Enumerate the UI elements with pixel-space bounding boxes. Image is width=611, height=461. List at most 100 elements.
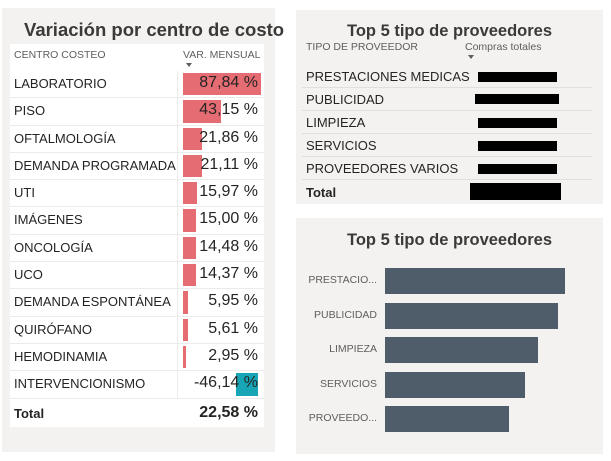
cost-center-table: CENTRO COSTEO VAR. MENSUAL LABORATORIO 87…	[10, 44, 264, 427]
table-header: TIPO DE PROVEEDOR Compras totales	[302, 37, 592, 65]
data-bar	[183, 100, 222, 123]
chart-bar[interactable]	[385, 371, 526, 398]
column-divider	[177, 316, 178, 343]
total-value: 22,58 %	[199, 403, 258, 421]
supplier-table-title: Top 5 tipo de proveedores	[346, 22, 553, 40]
table-row[interactable]: LIMPIEZA	[302, 111, 592, 134]
total-label: Total	[306, 185, 337, 200]
supplier-table-panel: Top 5 tipo de proveedores TIPO DE PROVEE…	[296, 10, 603, 204]
table-row[interactable]: PUBLICIDAD	[302, 88, 592, 111]
table-header: CENTRO COSTEO VAR. MENSUAL	[10, 44, 264, 71]
cost-center-title: Variación por centro de costo	[24, 19, 285, 40]
row-label: LIMPIEZA	[306, 115, 366, 130]
row-label: OFTALMOLOGÍA	[14, 130, 116, 146]
table-total-row: Total	[302, 180, 592, 204]
row-label: UTI	[14, 185, 35, 201]
table-row[interactable]: INTERVENCIONISMO -46,14 %	[10, 371, 264, 399]
column-header-variacion[interactable]: VAR. MENSUAL	[183, 49, 261, 61]
row-label: LABORATORIO	[14, 76, 107, 91]
table-row[interactable]: UTI 15,97 %	[10, 180, 264, 208]
row-value: 21,86 %	[199, 128, 258, 146]
table-total-row: Total 22,58 %	[10, 399, 264, 427]
chart-bar[interactable]	[385, 337, 538, 363]
category-label: SERVICIOS	[320, 377, 377, 390]
cost-center-panel: Variación por centro de costo CENTRO COS…	[2, 8, 284, 452]
redacted-value	[478, 164, 557, 174]
column-divider	[177, 180, 178, 207]
row-label: IMÁGENES	[14, 212, 83, 228]
row-value: 43,15 %	[199, 101, 258, 119]
table-row[interactable]: LABORATORIO 87,84 %	[10, 71, 264, 99]
data-bar	[183, 154, 202, 178]
column-divider	[177, 152, 178, 180]
column-header-tipo[interactable]: TIPO DE PROVEEDOR	[306, 41, 419, 53]
table-row[interactable]: SERVICIOS	[302, 134, 592, 157]
table-row[interactable]: UCO 14,37 %	[10, 262, 264, 290]
row-label: HEMODINAMIA	[14, 348, 108, 364]
category-label: LIMPIEZA	[329, 343, 377, 355]
row-value: 15,00 %	[199, 210, 258, 228]
supplier-chart-panel: Top 5 tipo de proveedores PRESTACIO... PU…	[296, 218, 603, 454]
redacted-value	[478, 72, 557, 82]
data-bar	[183, 209, 197, 232]
data-bar	[183, 182, 198, 205]
table-row[interactable]: ONCOLOGÍA 14,48 %	[10, 234, 264, 263]
sort-descending-icon[interactable]	[468, 55, 474, 59]
row-value: 21,11 %	[200, 155, 258, 173]
row-value: 5,61 %	[208, 319, 258, 337]
table-row[interactable]: PISO 43,15 %	[10, 98, 264, 126]
chart-bar[interactable]	[385, 268, 565, 294]
row-label: PUBLICIDAD	[306, 92, 385, 107]
table-body: LABORATORIO 87,84 % PISO 43,15 % OFTALMOLOGÍ…	[10, 71, 264, 399]
column-divider	[177, 343, 178, 371]
row-value: -46,14 %	[193, 374, 258, 392]
column-divider	[177, 234, 178, 262]
table-row[interactable]: HEMODINAMIA 2,95 %	[10, 343, 264, 372]
column-header-centro[interactable]: CENTRO COSTEO	[14, 49, 106, 61]
row-value: 14,48 %	[199, 237, 258, 255]
data-bar	[183, 291, 189, 314]
category-label: PROVEEDO...	[308, 412, 377, 424]
category-label: PUBLICIDAD	[313, 308, 377, 321]
supplier-table: TIPO DE PROVEEDOR Compras totales PRESTA…	[302, 37, 592, 204]
row-value: 5,95 %	[208, 292, 258, 310]
redacted-value	[478, 141, 557, 151]
total-label: Total	[14, 405, 45, 421]
chart-bar[interactable]	[385, 302, 558, 329]
data-bar	[183, 318, 188, 341]
redacted-value	[470, 183, 561, 200]
row-label: PISO	[14, 103, 46, 119]
data-bar	[236, 373, 258, 396]
row-label: PRESTACIONES MEDICAS	[306, 69, 470, 84]
row-value: 87,84 %	[199, 74, 258, 91]
table-row[interactable]: DEMANDA PROGRAMADA 21,11 %	[10, 152, 264, 181]
column-divider	[177, 262, 178, 289]
column-header-compras[interactable]: Compras totales	[465, 41, 542, 53]
table-body: PRESTACIONES MEDICAS PUBLICIDAD LIMPIEZA SE…	[302, 65, 592, 180]
row-label: UCO	[14, 267, 43, 283]
table-row[interactable]: IMÁGENES 15,00 %	[10, 207, 264, 235]
table-row[interactable]: DEMANDA ESPONTÁNEA 5,95 %	[10, 289, 264, 317]
data-bar	[183, 127, 203, 150]
supplier-bar-chart: PRESTACIO... PUBLICIDAD LIMPIEZA SERVICIOS P…	[296, 218, 603, 454]
redacted-value	[478, 118, 557, 128]
redacted-value	[475, 94, 559, 104]
table-row[interactable]: PROVEEDORES VARIOS	[302, 157, 592, 180]
sort-descending-icon[interactable]	[186, 63, 192, 67]
row-label: DEMANDA ESPONTÁNEA	[14, 294, 171, 310]
table-row[interactable]: QUIRÓFANO 5,61 %	[10, 316, 264, 344]
chart-bar[interactable]	[385, 406, 510, 432]
table-row[interactable]: PRESTACIONES MEDICAS	[302, 65, 592, 88]
column-divider	[177, 98, 178, 125]
column-divider	[177, 289, 178, 316]
row-label: PROVEEDORES VARIOS	[306, 161, 459, 176]
row-label: QUIRÓFANO	[14, 321, 93, 337]
supplier-chart-title: Top 5 tipo de proveedores	[346, 231, 553, 249]
row-value: 2,95 %	[208, 346, 258, 364]
row-value: 14,37 %	[199, 265, 258, 283]
category-label: PRESTACIO...	[308, 274, 377, 286]
table-row[interactable]: OFTALMOLOGÍA 21,86 %	[10, 125, 264, 153]
data-bar	[183, 236, 196, 260]
data-bar	[183, 345, 186, 369]
row-label: INTERVENCIONISMO	[14, 376, 146, 392]
